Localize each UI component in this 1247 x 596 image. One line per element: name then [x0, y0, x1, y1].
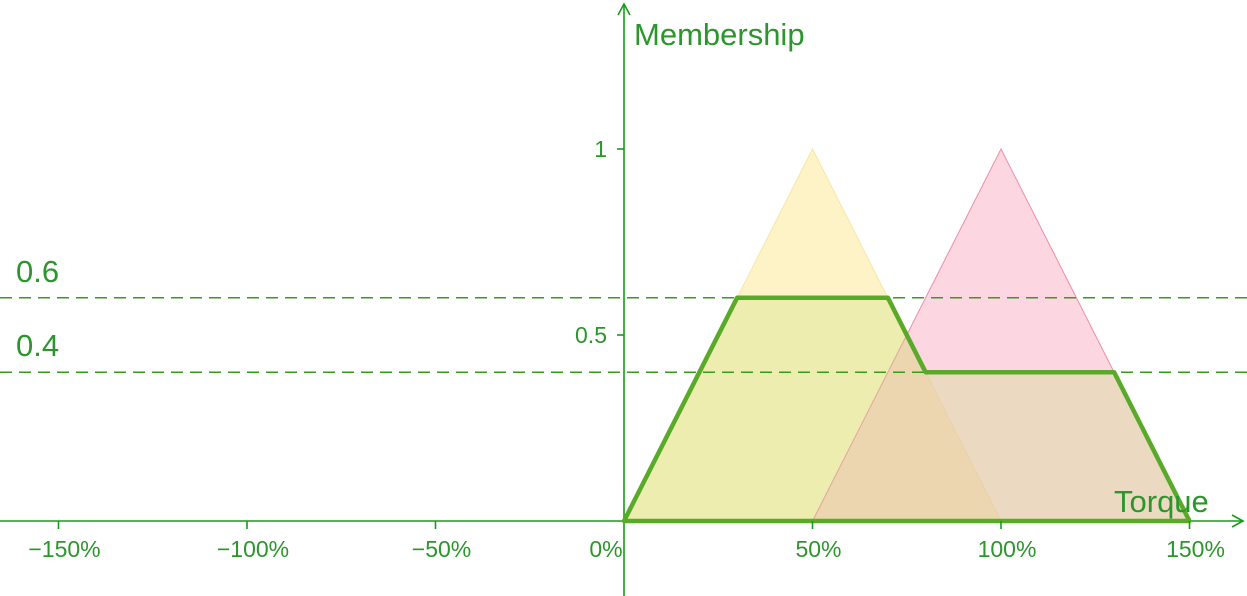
alpha-cut-label-0.6: 0.6: [16, 254, 59, 289]
x-axis-title: Torque: [1114, 484, 1209, 519]
x-tick-label: −100%: [217, 536, 289, 562]
y-tick-label: 1: [594, 136, 607, 162]
aggregate-region-fill: [624, 297, 1190, 521]
y-axis-title: Membership: [634, 17, 805, 52]
membership-fills: [623, 147, 1191, 522]
tick-marks: [57, 148, 1191, 529]
labels: Membership Torque 0.6 0.4 −150% −100% −50% 0%…: [16, 17, 1225, 562]
x-tick-label: 0%: [589, 536, 622, 562]
alpha-cut-label-0.4: 0.4: [16, 328, 59, 363]
y-tick-label: 0.5: [575, 322, 607, 348]
x-tick-label: −50%: [412, 536, 471, 562]
x-tick-label: 100%: [978, 536, 1037, 562]
x-tick-label: 150%: [1166, 536, 1225, 562]
x-tick-label: 50%: [795, 536, 841, 562]
x-tick-label: −150%: [28, 536, 100, 562]
